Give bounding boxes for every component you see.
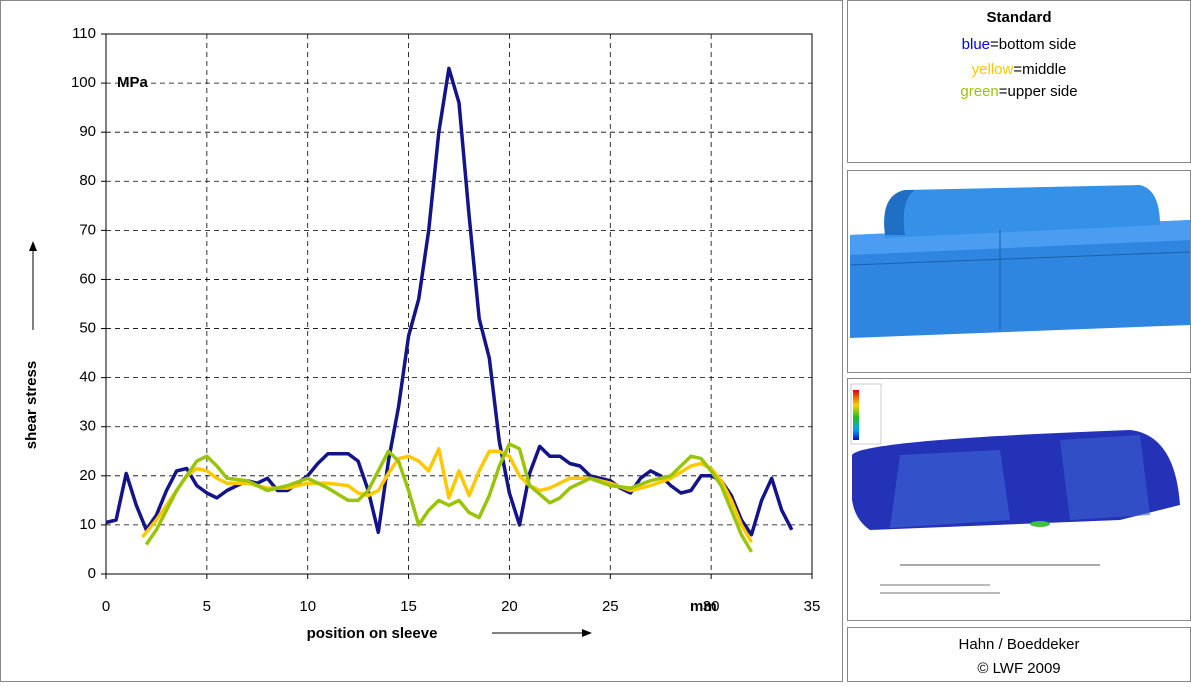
legend-text: =upper side (999, 83, 1078, 100)
y-axis-label: shear stress (23, 361, 40, 449)
legend-text: =middle (1013, 61, 1066, 78)
legend-color-word: green (960, 83, 998, 100)
x-tick-label: 15 (400, 598, 417, 615)
y-tick-label: 20 (79, 467, 96, 484)
legend-entry: yellow=middle (972, 61, 1067, 78)
legend-entry: green=upper side (960, 83, 1077, 100)
x-axis-label: position on sleeve (307, 625, 438, 642)
y-tick-label: 70 (79, 221, 96, 238)
x-tick-label: 5 (203, 598, 211, 615)
x-tick-label: 0 (102, 598, 110, 615)
legend-color-word: yellow (972, 61, 1014, 78)
page: Standard Hahn / Boeddeker © LWF 2009 MPa… (0, 0, 1191, 682)
y-tick-label: 80 (79, 172, 96, 189)
y-tick-label: 30 (79, 418, 96, 435)
x-tick-label: 30 (703, 598, 720, 615)
x-tick-label: 10 (299, 598, 316, 615)
legend-title: Standard (986, 9, 1051, 26)
chart-panel (1, 1, 843, 682)
y-tick-label: 90 (79, 123, 96, 140)
footer-authors: Hahn / Boeddeker (959, 636, 1080, 653)
model-image (850, 185, 1190, 338)
legend-text: =bottom side (990, 36, 1076, 53)
x-tick-label: 35 (804, 598, 821, 615)
y-tick-label: 10 (79, 516, 96, 533)
y-tick-label: 50 (79, 320, 96, 337)
y-tick-label: 0 (88, 565, 96, 582)
x-tick-label: 20 (501, 598, 518, 615)
legend-entry: blue=bottom side (962, 36, 1077, 53)
footer-copyright: © LWF 2009 (977, 660, 1060, 677)
y-tick-label: 100 (71, 74, 96, 91)
legend-color-word: blue (962, 36, 990, 53)
y-tick-label: 110 (72, 25, 96, 42)
x-tick-label: 25 (602, 598, 619, 615)
y-tick-label: 40 (79, 369, 96, 386)
y-unit: MPa (117, 74, 149, 91)
y-tick-label: 60 (79, 270, 96, 287)
